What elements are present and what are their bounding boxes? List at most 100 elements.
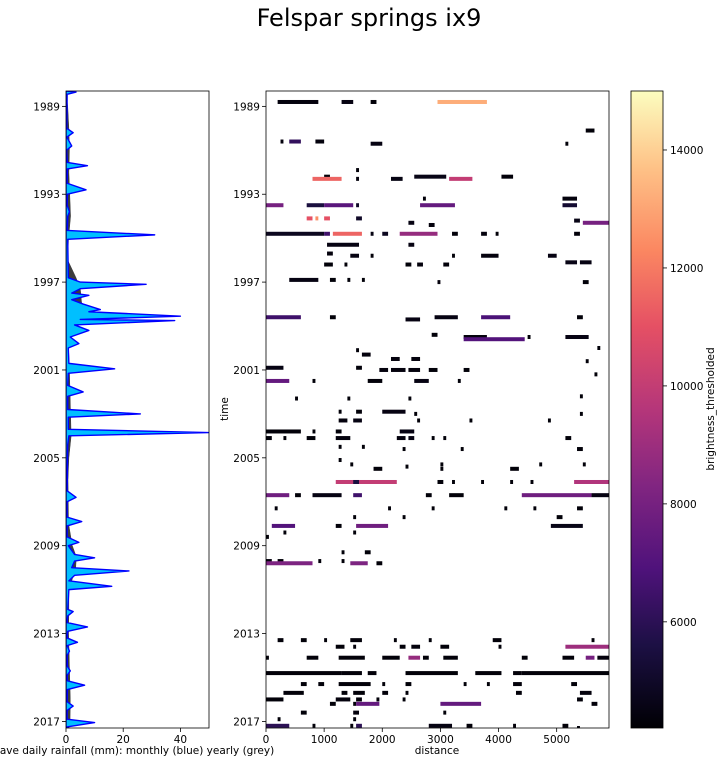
- heatmap-cell: [335, 697, 351, 702]
- heatmap-cell: [318, 682, 325, 687]
- heatmap-cell: [431, 332, 438, 337]
- heatmap-cell: [318, 559, 322, 564]
- heatmap-cell: [579, 260, 592, 265]
- heatmap-cell: [504, 506, 508, 511]
- heatmap-cell: [440, 462, 444, 467]
- heatmap-cell: [521, 671, 609, 676]
- heatmap-cell: [577, 726, 580, 728]
- heatmap-cell: [440, 701, 482, 706]
- heatmap-cell: [414, 174, 447, 179]
- heatmap-cell: [434, 315, 458, 320]
- colorbar-label: brightness_thresholded: [705, 347, 717, 470]
- heatmap-cell: [370, 231, 374, 236]
- heatmap-cell: [577, 506, 583, 511]
- heatmap-cell: [414, 411, 418, 416]
- heatmap-ytick-label: 1989: [233, 101, 260, 113]
- brightness-panel: 0 1000 2000 3000 4000 5000 1989 1993 1997 2001 200…: [219, 90, 610, 757]
- heatmap-cell: [408, 242, 415, 247]
- heatmap-cell: [390, 367, 406, 372]
- heatmap-cell: [295, 493, 301, 498]
- heatmap-cell: [361, 352, 371, 357]
- colorbar-gradient: [630, 90, 664, 729]
- heatmap-cell: [266, 723, 290, 728]
- heatmap-cell: [420, 203, 455, 208]
- heatmap-cell: [356, 701, 380, 706]
- heatmap-cell: [373, 466, 383, 471]
- heatmap-cell: [361, 444, 365, 449]
- heatmap-cell: [335, 523, 342, 528]
- heatmap-axes-frame: [265, 90, 610, 729]
- heatmap-cell: [315, 216, 319, 221]
- heatmap-cell: [335, 429, 342, 434]
- heatmap-cell: [295, 396, 298, 401]
- heatmap-cell: [266, 231, 325, 236]
- heatmap-cell: [585, 128, 595, 133]
- heatmap-cell: [577, 447, 583, 452]
- heatmap-cell: [443, 655, 458, 660]
- heatmap-cell: [408, 220, 415, 225]
- heatmap-cell: [594, 372, 598, 377]
- colorbar-tick-label: 6000: [670, 617, 697, 629]
- heatmap-ytick-label: 2005: [233, 453, 260, 465]
- heatmap-cell: [266, 559, 272, 564]
- heatmap-cell: [579, 394, 583, 399]
- heatmap-cell: [312, 429, 316, 434]
- heatmap-cell: [266, 436, 272, 441]
- heatmap-cell: [306, 203, 325, 208]
- heatmap-cell: [329, 277, 336, 282]
- heatmap-cell: [312, 493, 342, 498]
- heatmap-cell: [515, 690, 522, 695]
- heatmap-cell: [452, 479, 455, 484]
- heatmap-cell: [539, 462, 543, 467]
- heatmap-cell: [565, 644, 609, 649]
- heatmap-cell: [460, 447, 464, 452]
- heatmap-cell: [452, 253, 455, 258]
- heatmap-cell: [582, 462, 586, 467]
- heatmap-cell: [428, 723, 453, 728]
- heatmap-cell: [437, 280, 441, 285]
- heatmap-cell: [582, 220, 609, 225]
- heatmap-cell: [396, 436, 406, 441]
- heatmap-cell: [399, 644, 406, 649]
- heatmap-cell: [324, 203, 354, 208]
- heatmap-cell: [353, 479, 360, 484]
- heatmap-cell: [335, 436, 351, 441]
- heatmap-cell: [521, 493, 592, 498]
- heatmap-cell: [440, 466, 444, 471]
- heatmap-cell: [341, 99, 354, 104]
- heatmap-cell: [338, 409, 342, 414]
- rainfall-ytick-label: 1997: [33, 277, 60, 289]
- heatmap-cell: [463, 367, 470, 372]
- heatmap-cell: [324, 638, 328, 643]
- heatmap-cell: [341, 671, 362, 676]
- heatmap-cell: [300, 710, 307, 715]
- heatmap-cell: [582, 280, 589, 285]
- heatmap-cell: [382, 655, 400, 660]
- heatmap-cell: [408, 396, 412, 401]
- heatmap-cell: [353, 644, 357, 649]
- heatmap-cell: [350, 462, 354, 467]
- heatmap-cell: [440, 644, 450, 649]
- heatmap-cell: [266, 315, 301, 320]
- heatmap-cell: [353, 418, 362, 423]
- heatmap-cell: [408, 367, 421, 372]
- heatmap-cell: [347, 277, 351, 282]
- heatmap-cell: [452, 231, 458, 236]
- rainfall-ytick-label: 2001: [33, 365, 60, 377]
- heatmap-cell: [501, 174, 514, 179]
- heatmap-cell: [353, 701, 357, 706]
- heatmap-cell: [277, 717, 281, 722]
- heatmap-cell: [547, 418, 551, 423]
- heatmap-cell: [353, 530, 357, 535]
- heatmap-cell: [405, 464, 409, 469]
- heatmap-cell: [425, 493, 432, 498]
- heatmap-cell: [327, 251, 333, 256]
- heatmap-cell: [379, 367, 389, 372]
- heatmap-cell: [577, 315, 583, 320]
- heatmap-cell: [399, 429, 415, 434]
- heatmap-cell: [405, 682, 412, 687]
- rainfall-ytick-label: 2005: [33, 453, 60, 465]
- heatmap-cell: [332, 231, 362, 236]
- heatmap-cell: [443, 262, 450, 267]
